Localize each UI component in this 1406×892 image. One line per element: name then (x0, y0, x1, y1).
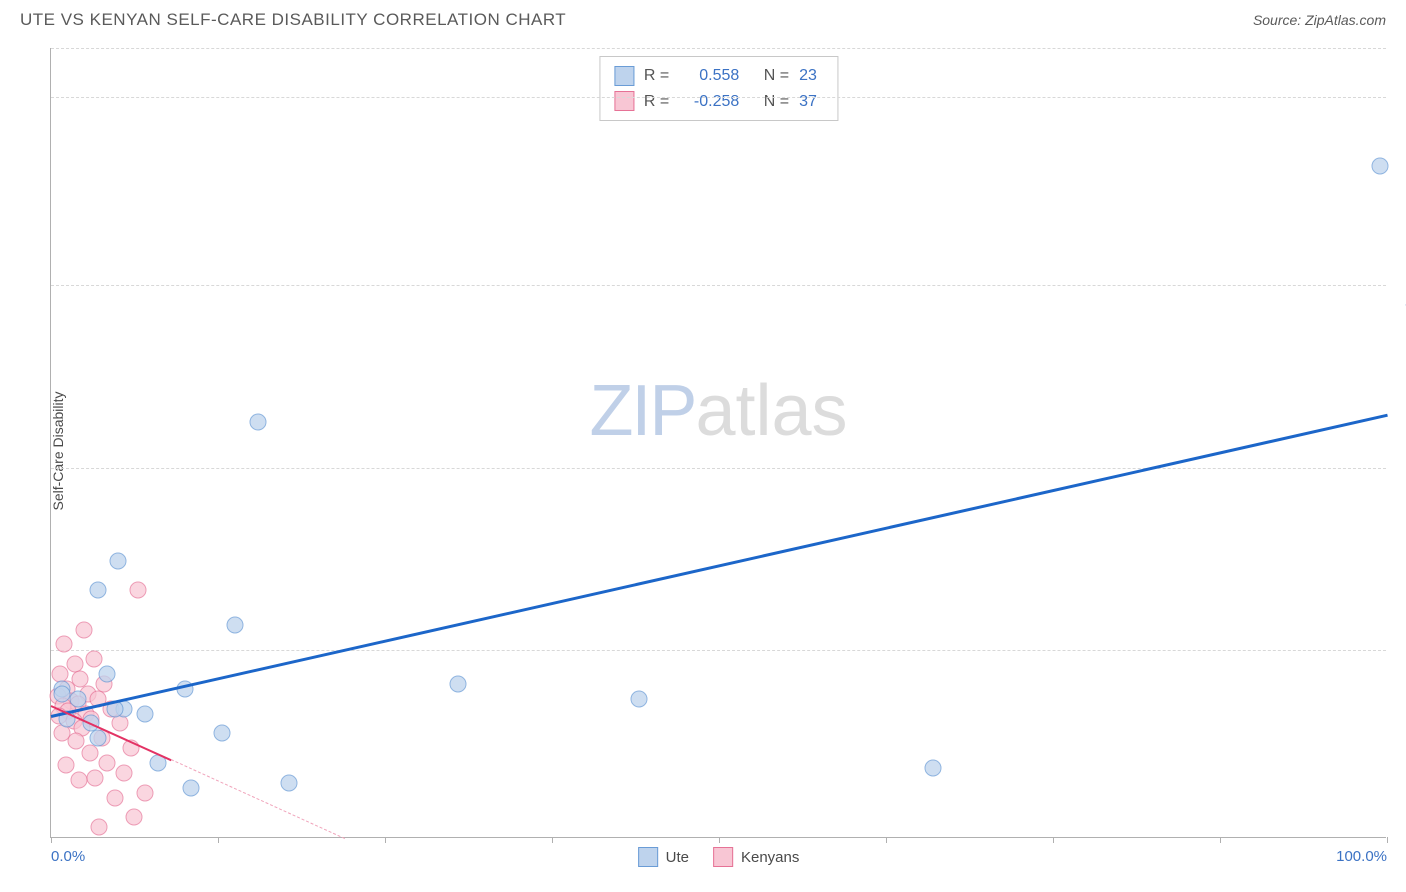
kenyans-point (99, 754, 116, 771)
kenyans-point (112, 715, 129, 732)
ute-swatch-icon (638, 847, 658, 867)
legend-row-kenyans: R = -0.258 N = 37 (614, 89, 823, 115)
n-label: N = (764, 89, 789, 115)
x-tick (51, 837, 52, 843)
watermark: ZIPatlas (589, 370, 847, 452)
x-tick-label: 0.0% (51, 848, 85, 865)
ute-n-value: 23 (799, 63, 823, 89)
y-tick-label: 7.5% (1391, 475, 1406, 492)
ute-label: Ute (666, 849, 689, 866)
kenyans-point (71, 772, 88, 789)
y-tick-label: 11.2% (1391, 293, 1406, 310)
ute-point (924, 759, 941, 776)
ute-point (450, 675, 467, 692)
plot-region: ZIPatlas R = 0.558 N = 23 R = -0.258 N =… (50, 48, 1386, 838)
ute-point (89, 730, 106, 747)
kenyans-point (107, 789, 124, 806)
gridline (51, 468, 1386, 469)
ute-point (109, 552, 126, 569)
legend-row-ute: R = 0.558 N = 23 (614, 63, 823, 89)
ute-point (183, 779, 200, 796)
kenyans-point (87, 769, 104, 786)
kenyans-point (116, 764, 133, 781)
ute-point (89, 582, 106, 599)
kenyans-r-value: -0.258 (679, 89, 739, 115)
series-legend: Ute Kenyans (638, 847, 800, 867)
ute-point (136, 705, 153, 722)
ute-point (630, 690, 647, 707)
kenyans-point (57, 757, 74, 774)
legend-item-kenyans: Kenyans (713, 847, 799, 867)
chart-title: UTE VS KENYAN SELF-CARE DISABILITY CORRE… (20, 10, 566, 30)
kenyans-swatch-icon (713, 847, 733, 867)
ute-point (227, 616, 244, 633)
x-tick (719, 837, 720, 843)
r-label: R = (644, 89, 669, 115)
ute-point (250, 414, 267, 431)
kenyans-point (56, 636, 73, 653)
x-tick (385, 837, 386, 843)
source-name: ZipAtlas.com (1305, 12, 1386, 28)
chart-header: UTE VS KENYAN SELF-CARE DISABILITY CORRE… (0, 0, 1406, 38)
r-label: R = (644, 63, 669, 89)
x-tick (1053, 837, 1054, 843)
kenyans-point (125, 809, 142, 826)
kenyans-label: Kenyans (741, 849, 799, 866)
kenyans-n-value: 37 (799, 89, 823, 115)
x-tick (1387, 837, 1388, 843)
n-label: N = (764, 63, 789, 89)
ute-point (99, 666, 116, 683)
ute-point (53, 685, 70, 702)
gridline (51, 285, 1386, 286)
ute-trendline (51, 413, 1388, 717)
x-tick (218, 837, 219, 843)
kenyans-point (76, 621, 93, 638)
kenyans-point (85, 651, 102, 668)
gridline (51, 48, 1386, 49)
source-attribution: Source: ZipAtlas.com (1253, 12, 1386, 28)
x-tick (1220, 837, 1221, 843)
gridline (51, 97, 1386, 98)
source-label: Source: (1253, 12, 1301, 28)
kenyans-trendline-extrapolated (171, 759, 345, 839)
kenyans-point (136, 784, 153, 801)
correlation-legend: R = 0.558 N = 23 R = -0.258 N = 37 (599, 56, 838, 121)
kenyans-swatch-icon (614, 91, 634, 111)
x-tick-label: 100.0% (1336, 848, 1387, 865)
chart-area: Self-Care Disability ZIPatlas R = 0.558 … (50, 48, 1386, 838)
gridline (51, 650, 1386, 651)
x-tick (552, 837, 553, 843)
ute-swatch-icon (614, 66, 634, 86)
legend-item-ute: Ute (638, 847, 689, 867)
watermark-atlas: atlas (695, 371, 847, 451)
ute-point (1372, 157, 1389, 174)
kenyans-point (81, 745, 98, 762)
y-tick-label: 3.8% (1391, 658, 1406, 675)
kenyans-point (129, 582, 146, 599)
ute-point (214, 725, 231, 742)
ute-point (69, 690, 86, 707)
ute-r-value: 0.558 (679, 63, 739, 89)
watermark-zip: ZIP (589, 371, 695, 451)
kenyans-point (91, 819, 108, 836)
x-tick (886, 837, 887, 843)
ute-point (280, 774, 297, 791)
